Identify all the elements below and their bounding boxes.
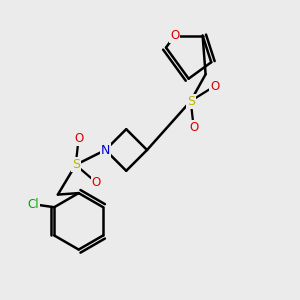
Text: Cl: Cl (28, 198, 39, 211)
Text: S: S (72, 158, 80, 171)
Text: O: O (74, 132, 83, 145)
Text: S: S (187, 94, 195, 107)
Text: O: O (92, 176, 101, 189)
Text: O: O (210, 80, 219, 93)
Text: O: O (170, 29, 179, 42)
Text: N: N (101, 143, 110, 157)
Text: O: O (189, 121, 198, 134)
